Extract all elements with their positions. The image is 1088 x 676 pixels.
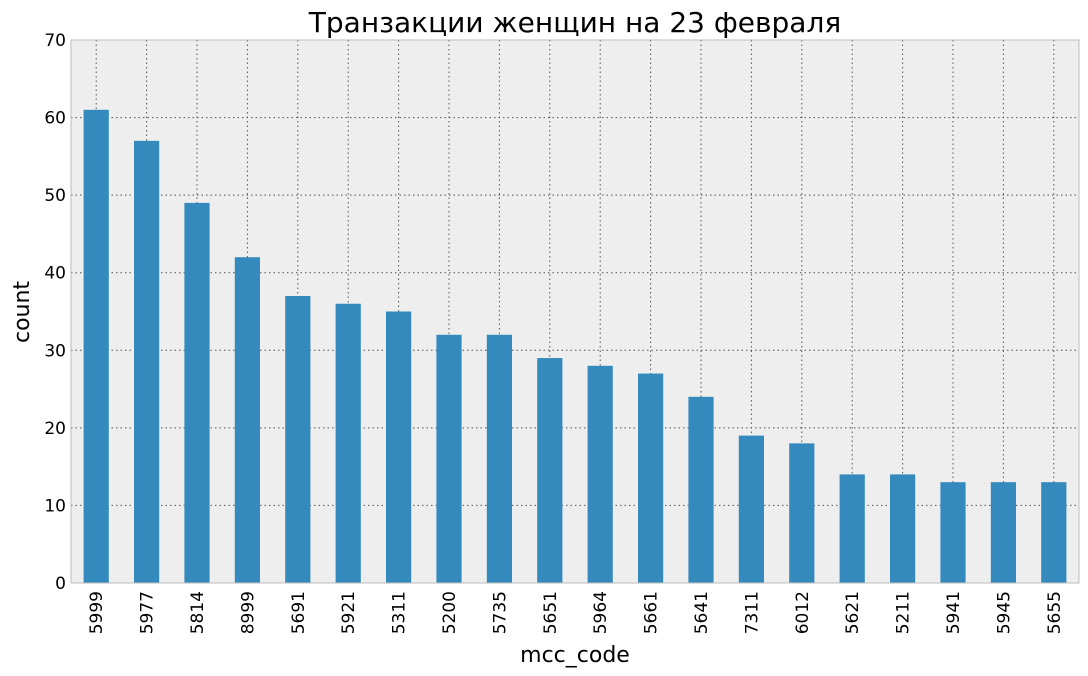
x-tick-label: 5941 [944, 591, 964, 634]
bar-5200 [436, 334, 462, 583]
y-axis-label: count [10, 281, 35, 343]
bar-5945 [990, 482, 1016, 583]
x-tick-label: 7311 [742, 591, 762, 634]
bar-5691 [285, 295, 311, 583]
x-tick-label: 5641 [692, 591, 712, 634]
plot-frame [70, 39, 1080, 584]
y-tick-label: 30 [44, 341, 66, 361]
x-tick-label: 5691 [289, 591, 309, 634]
x-tick-label: 5211 [894, 591, 914, 634]
bar-5211 [890, 474, 916, 583]
bar-5814 [184, 202, 210, 583]
x-tick-label: 5964 [591, 591, 611, 634]
x-tick-label: 5200 [440, 591, 460, 634]
x-tick-label: 5921 [339, 591, 359, 634]
y-tick-label: 50 [44, 186, 66, 206]
bar-5641 [688, 396, 714, 583]
chart-title: Транзакции женщин на 23 февраля [308, 6, 841, 39]
y-tick-label: 40 [44, 264, 66, 284]
bar-5651 [537, 358, 563, 583]
x-tick-label: 5655 [1045, 591, 1065, 634]
x-tick-label: 5661 [642, 591, 662, 634]
bar-5735 [486, 334, 512, 583]
bar-5941 [940, 482, 966, 583]
x-tick-label: 6012 [793, 591, 813, 634]
y-tick-label: 0 [55, 574, 66, 594]
x-tick-label: 8999 [238, 591, 258, 634]
y-tick-label: 10 [44, 496, 66, 516]
bar-6012 [789, 443, 815, 583]
bar-8999 [234, 257, 260, 583]
bar-5655 [1041, 482, 1067, 583]
y-tick-label: 20 [44, 419, 66, 439]
x-tick-label: 5977 [138, 591, 158, 634]
x-tick-label: 5621 [843, 591, 863, 634]
bar-5661 [638, 373, 664, 583]
x-tick-label: 5945 [994, 591, 1014, 634]
bar-5311 [386, 311, 412, 583]
bar-5921 [335, 303, 361, 583]
bar-5964 [587, 365, 613, 583]
y-tick-label: 70 [44, 31, 66, 51]
bar-5621 [839, 474, 865, 583]
plot-background [71, 40, 1079, 583]
bars [83, 109, 1067, 584]
bar-5977 [134, 140, 160, 584]
bar-7311 [738, 435, 764, 583]
x-tick-label: 5651 [541, 591, 561, 634]
bar-5999 [83, 109, 109, 584]
x-tick-label: 5311 [390, 591, 410, 634]
x-tick-label: 5814 [188, 591, 208, 634]
x-axis-label: mcc_code [520, 643, 630, 668]
y-tick-label: 60 [44, 109, 66, 129]
x-tick-label: 5999 [87, 591, 107, 634]
x-tick-label: 5735 [490, 591, 510, 634]
y-tick-labels: 0 10 20 30 40 50 60 70 [44, 31, 66, 594]
x-tick-labels: 5999 5977 5814 8999 5691 5921 5311 5200 5735 5651… [87, 591, 1065, 634]
